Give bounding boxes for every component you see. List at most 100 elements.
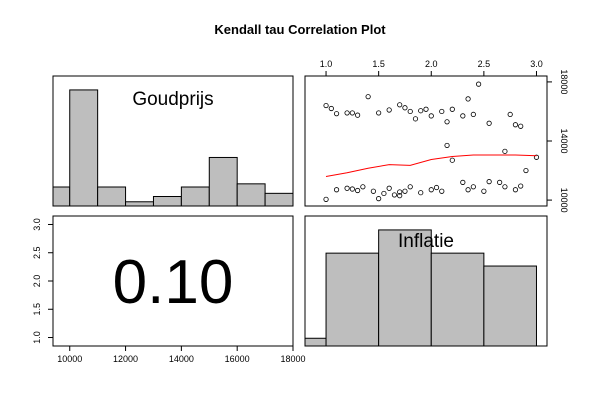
variable-label-inflatie: Inflatie bbox=[398, 231, 454, 252]
scatter-point-13 bbox=[423, 106, 429, 112]
scatter-point-42 bbox=[418, 190, 424, 196]
top-axis-tick-label: 2.0 bbox=[425, 59, 438, 69]
scatter-point-7 bbox=[386, 107, 392, 113]
goudprijs-bar-1 bbox=[69, 89, 99, 207]
goudprijs-bar-8 bbox=[264, 192, 294, 207]
bottom-axis-tick-label: 12000 bbox=[113, 354, 138, 364]
scatter-point-33 bbox=[360, 184, 366, 190]
scatter-point-31 bbox=[349, 186, 355, 192]
scatter-point-25 bbox=[512, 122, 519, 128]
scatter-point-50 bbox=[481, 188, 487, 194]
scatter-point-8 bbox=[397, 102, 403, 108]
inflatie-histogram-bars bbox=[304, 229, 537, 347]
scatter-point-35 bbox=[376, 196, 382, 202]
right-axis-tick-label: 14000 bbox=[559, 128, 569, 153]
scatter-point-59 bbox=[397, 189, 403, 195]
inflatie-bar-3 bbox=[430, 252, 485, 347]
bottom-axis-tick-label: 10000 bbox=[57, 354, 82, 364]
goudprijs-bar-7 bbox=[236, 183, 266, 207]
scatter-point-10 bbox=[407, 108, 413, 115]
goudprijs-bar-5 bbox=[180, 186, 210, 207]
bottom-axis-tick-label: 16000 bbox=[225, 354, 250, 364]
scatter-point-55 bbox=[523, 167, 529, 174]
right-axis-tick-label: 10000 bbox=[559, 188, 569, 213]
scatter-point-37 bbox=[386, 185, 392, 191]
scatter-point-12 bbox=[418, 108, 424, 114]
scatter-point-53 bbox=[502, 184, 508, 190]
scatter-point-4 bbox=[355, 112, 361, 118]
scatter-point-40 bbox=[402, 188, 408, 194]
scatter-point-9 bbox=[402, 105, 408, 111]
scatter-point-44 bbox=[433, 184, 440, 191]
scatter-point-18 bbox=[460, 113, 466, 119]
bottom-axis-tick-label: 18000 bbox=[280, 354, 305, 364]
scatter-point-28 bbox=[323, 196, 329, 202]
left-axis-tick-label: 1.0 bbox=[32, 331, 42, 344]
scatter-point-39 bbox=[397, 193, 403, 199]
scatter-point-49 bbox=[470, 184, 476, 190]
scatter-point-20 bbox=[470, 111, 476, 118]
goudprijs-bar-2 bbox=[97, 186, 127, 207]
scatter-point-15 bbox=[439, 108, 445, 115]
scatter-points bbox=[323, 81, 540, 202]
goudprijs-bar-3 bbox=[125, 201, 154, 207]
scatter-point-11 bbox=[412, 116, 419, 122]
scatter-point-47 bbox=[460, 179, 466, 185]
scatter-point-6 bbox=[376, 110, 382, 116]
scatter-point-34 bbox=[370, 188, 376, 194]
scatter-point-56 bbox=[518, 183, 524, 189]
scatter-point-2 bbox=[333, 111, 340, 117]
scatter-point-16 bbox=[444, 119, 450, 125]
scatter-point-14 bbox=[428, 113, 434, 119]
scatter-point-32 bbox=[355, 187, 361, 194]
scatter-point-3 bbox=[349, 110, 355, 116]
scatter-point-26 bbox=[518, 123, 524, 129]
top-axis-tick-label: 1.0 bbox=[320, 59, 333, 69]
scatter-point-52 bbox=[497, 179, 503, 185]
inflatie-bar-4 bbox=[483, 265, 537, 347]
top-axis-tick-label: 1.5 bbox=[372, 59, 385, 69]
top-axis-tick-label: 3.0 bbox=[530, 59, 543, 69]
scatter-point-0 bbox=[323, 102, 329, 109]
scatter-point-5 bbox=[365, 94, 371, 100]
scatter-point-36 bbox=[381, 190, 387, 197]
scatter-point-24 bbox=[507, 111, 513, 118]
scatter-point-30 bbox=[344, 185, 350, 191]
scatter-point-27 bbox=[533, 154, 540, 160]
left-axis-tick-label: 1.5 bbox=[32, 303, 42, 316]
scatter-point-21 bbox=[476, 81, 482, 87]
scatter-point-41 bbox=[407, 184, 413, 190]
scatter-point-1 bbox=[328, 105, 334, 112]
top-axis-tick-label: 2.5 bbox=[478, 59, 491, 69]
correlation-value: 0.10 bbox=[113, 248, 234, 317]
smooth-line bbox=[325, 154, 537, 177]
goudprijs-histogram-bars bbox=[52, 89, 294, 207]
scatter-point-17 bbox=[449, 106, 455, 112]
left-axis-tick-label: 2.5 bbox=[32, 246, 42, 259]
inflatie-bar-1 bbox=[325, 252, 380, 347]
scatter-point-48 bbox=[465, 187, 471, 193]
left-axis-tick-label: 2.0 bbox=[32, 275, 42, 288]
scatter-point-29 bbox=[333, 187, 340, 193]
scatter-point-22 bbox=[486, 120, 492, 126]
left-axis-tick-label: 3.0 bbox=[32, 218, 42, 231]
goudprijs-bar-0 bbox=[52, 186, 71, 207]
scatter-point-54 bbox=[512, 187, 519, 193]
bottom-axis-tick-label: 14000 bbox=[169, 354, 194, 364]
right-axis-tick-label: 18000 bbox=[559, 69, 569, 94]
scatter-point-57 bbox=[344, 110, 350, 116]
scatter-point-43 bbox=[428, 187, 434, 193]
scatter-point-19 bbox=[465, 96, 471, 102]
scatter-point-51 bbox=[486, 179, 492, 185]
variable-label-goudprijs: Goudprijs bbox=[132, 89, 213, 110]
axes: 1.0 1.5 2.0 2.5 3.0 10000 14000 18000 10000 12000… bbox=[32, 59, 569, 364]
chart-title: Kendall tau Correlation Plot bbox=[214, 22, 386, 37]
goudprijs-bar-4 bbox=[152, 196, 182, 207]
scatter-point-58 bbox=[444, 142, 450, 149]
scatter-point-46 bbox=[449, 157, 455, 163]
scatter-point-23 bbox=[502, 148, 508, 154]
inflatie-bar-2 bbox=[378, 229, 432, 347]
scatter-point-38 bbox=[391, 192, 398, 198]
scatter-point-45 bbox=[439, 188, 445, 194]
